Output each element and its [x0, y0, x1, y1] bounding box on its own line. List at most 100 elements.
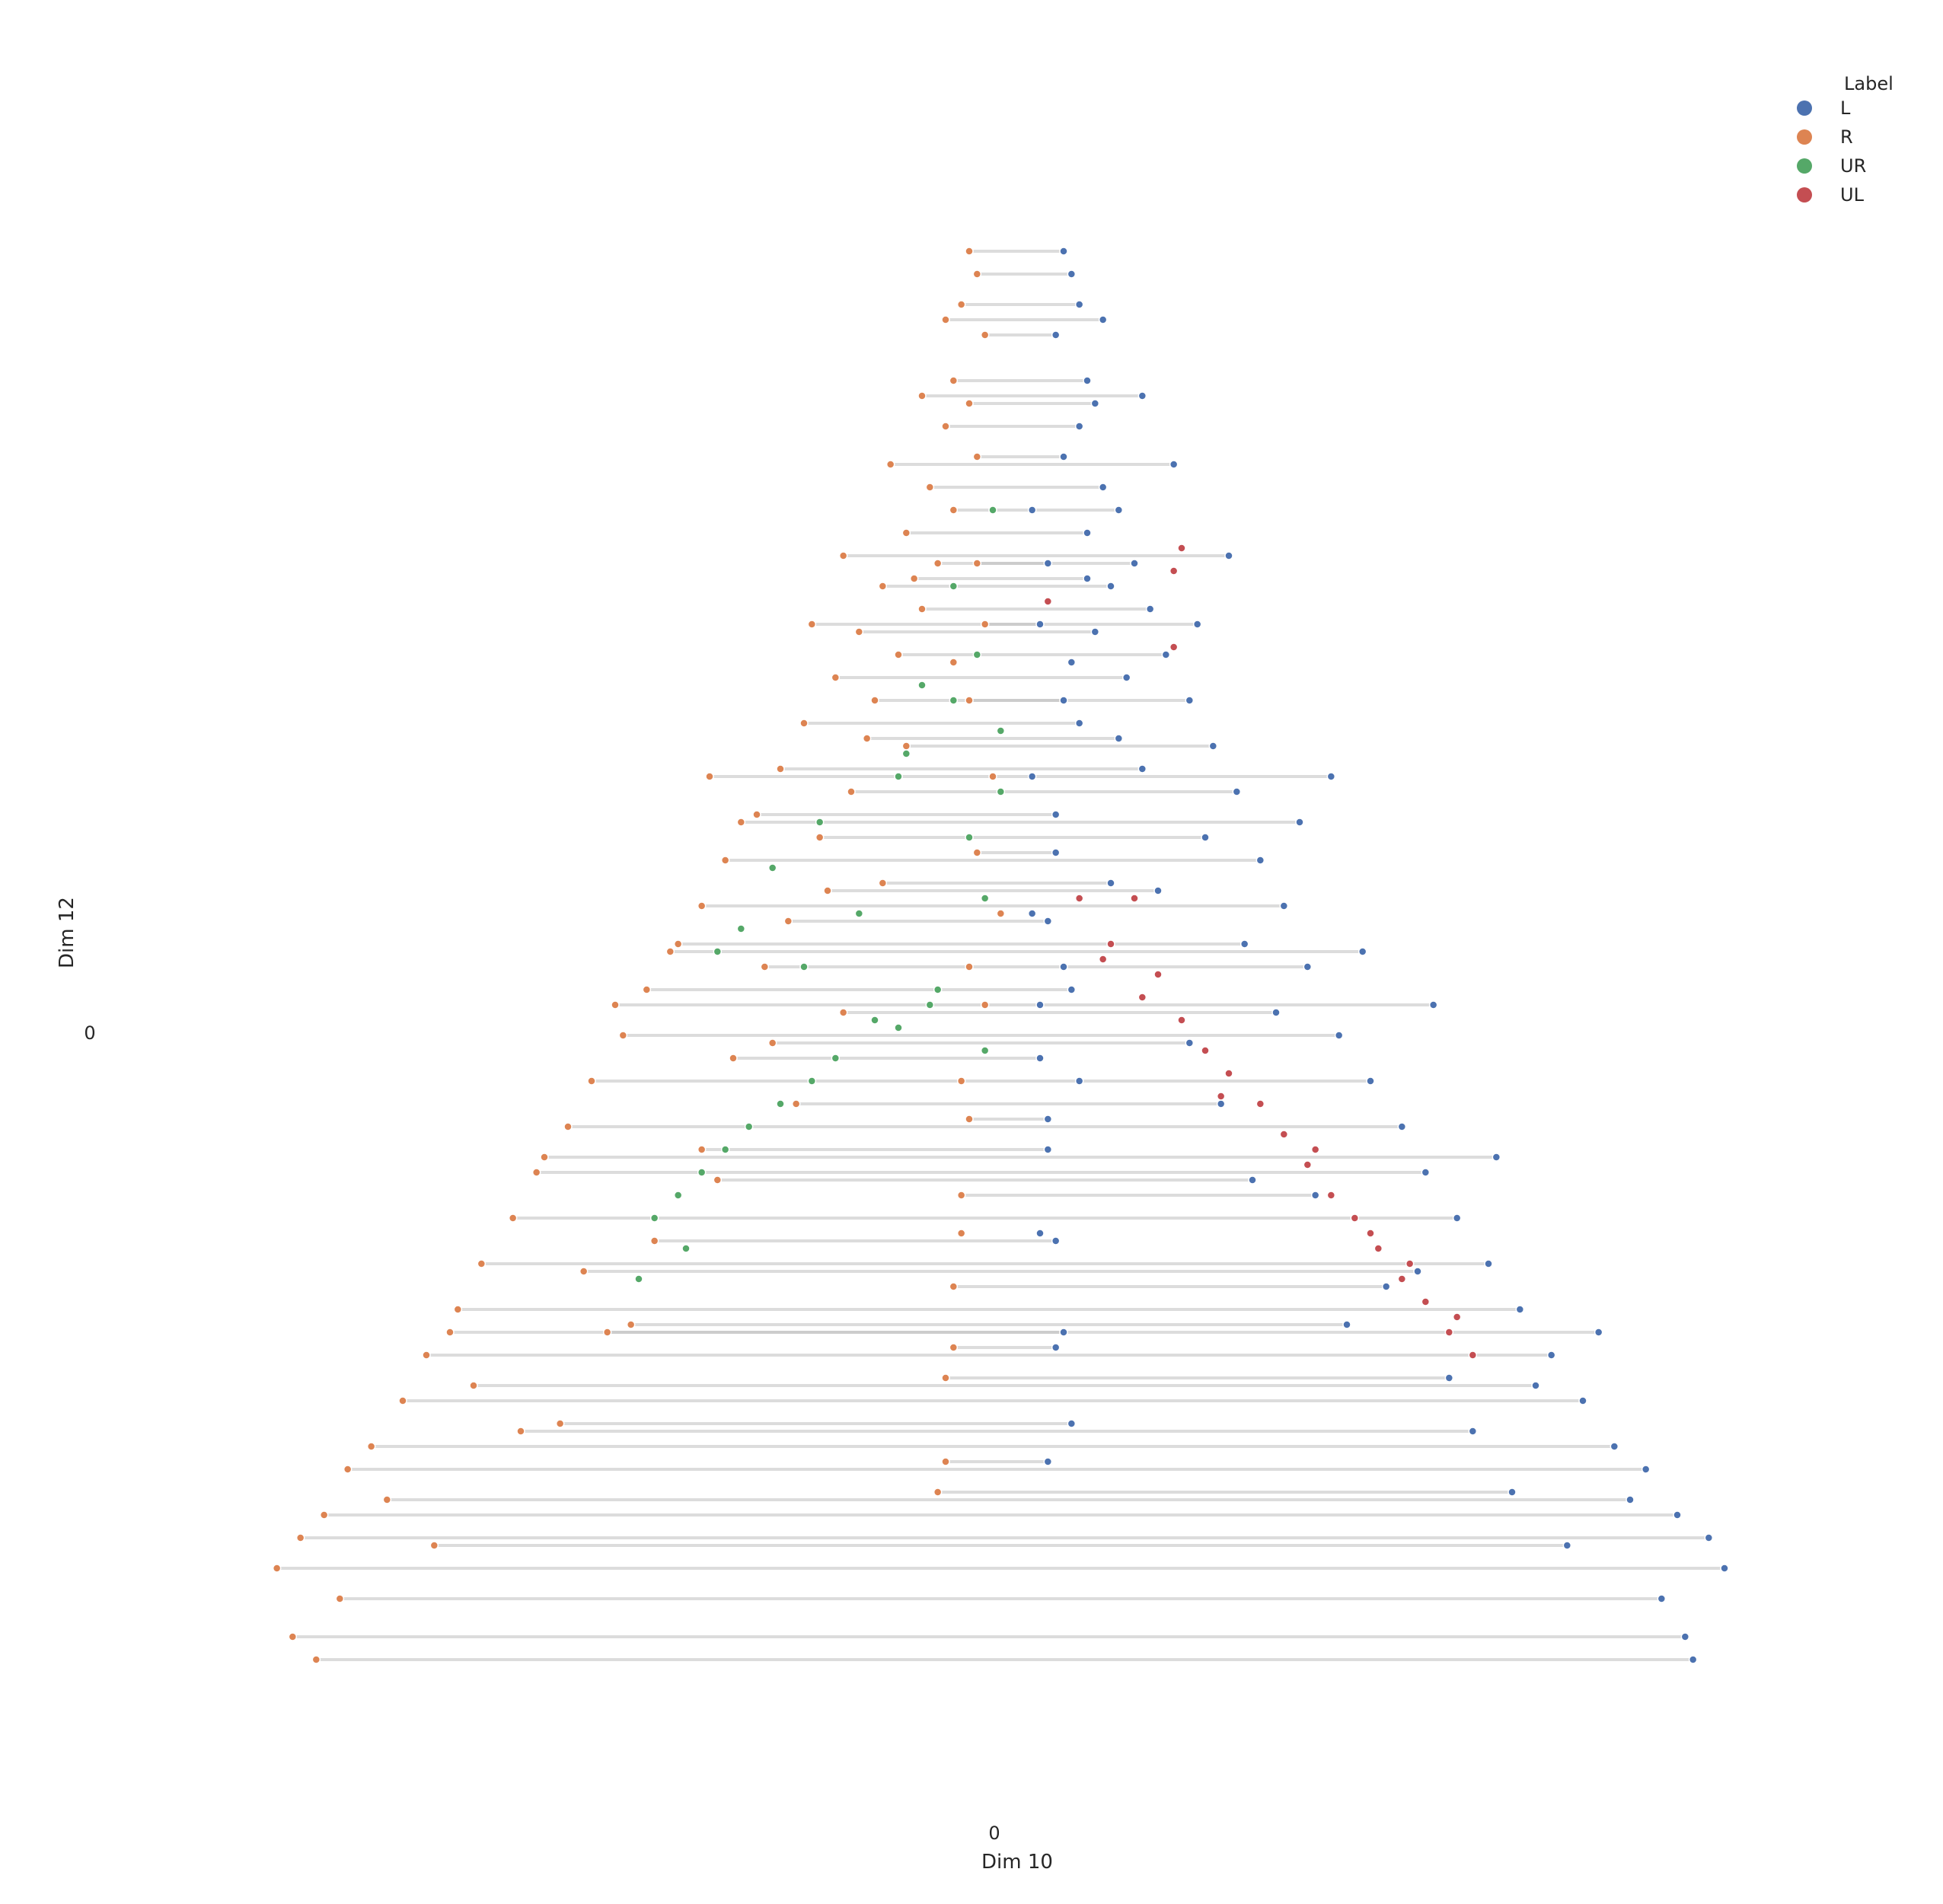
data-point-r	[965, 247, 974, 256]
data-point-l	[1059, 247, 1068, 256]
data-point-r	[854, 627, 864, 636]
data-point-l	[1067, 985, 1077, 994]
data-point-r	[917, 604, 927, 614]
data-point-r	[941, 315, 950, 324]
data-point-r	[956, 1191, 966, 1200]
data-point-r	[776, 764, 785, 773]
data-point-l	[1657, 1594, 1667, 1603]
x-tick-label: 0	[988, 1823, 1000, 1844]
data-point-r	[311, 1655, 321, 1664]
data-point-l	[1224, 551, 1233, 560]
data-point-l	[1121, 673, 1131, 682]
data-point-r	[838, 1008, 848, 1017]
data-point-l	[1051, 330, 1061, 340]
data-point-l	[1114, 506, 1124, 515]
data-point-r	[705, 772, 714, 781]
data-point-l	[1531, 1381, 1540, 1390]
data-point-ur	[996, 726, 1006, 735]
data-point-ul	[1405, 1259, 1415, 1268]
legend-marker-ul	[1797, 187, 1812, 203]
data-point-r	[516, 1427, 525, 1436]
data-point-l	[1051, 848, 1061, 857]
data-point-r	[736, 818, 746, 827]
data-point-l	[1067, 269, 1077, 279]
data-point-r	[949, 1282, 959, 1291]
data-point-l	[1515, 1305, 1525, 1314]
data-point-l	[1027, 909, 1037, 918]
data-point-r	[980, 330, 990, 340]
data-point-l	[1413, 1267, 1422, 1276]
legend-label-l: L	[1840, 97, 1851, 119]
data-point-r	[398, 1396, 407, 1405]
data-point-l	[1688, 1655, 1698, 1664]
data-point-ul	[1201, 1046, 1210, 1055]
data-point-ul	[1043, 597, 1053, 606]
data-point-r	[901, 742, 911, 751]
data-point-l	[1067, 1419, 1077, 1428]
data-point-r	[847, 787, 856, 796]
data-point-l	[1074, 1076, 1084, 1086]
data-point-l	[1310, 1191, 1320, 1200]
data-point-r	[980, 1000, 990, 1009]
data-point-ur	[972, 650, 982, 659]
data-point-l	[1626, 1495, 1635, 1504]
data-point-l	[1295, 818, 1304, 827]
data-point-ul	[1098, 955, 1108, 964]
data-point-r	[972, 848, 982, 857]
data-point-ul	[1350, 1214, 1360, 1223]
data-point-r	[878, 582, 888, 591]
data-point-l	[1043, 1145, 1053, 1154]
data-point-r	[729, 1054, 738, 1063]
data-point-l	[1271, 1008, 1281, 1017]
data-point-ul	[1130, 894, 1139, 903]
data-point-l	[1051, 1236, 1061, 1245]
y-tick-label: 0	[84, 1022, 95, 1044]
data-point-ul	[1397, 1274, 1407, 1284]
data-point-ur	[634, 1274, 643, 1284]
data-point-ur	[870, 1016, 879, 1025]
data-point-ul	[1177, 544, 1186, 553]
legend-marker-r	[1797, 129, 1812, 145]
data-point-r	[894, 650, 903, 659]
legend-title: Label	[1844, 73, 1894, 94]
data-point-l	[1492, 1153, 1501, 1162]
data-point-r	[382, 1495, 392, 1504]
data-point-r	[949, 506, 959, 515]
data-point-l	[1342, 1320, 1351, 1329]
data-point-r	[838, 551, 848, 560]
data-point-r	[295, 1533, 305, 1542]
data-point-l	[1083, 528, 1092, 537]
data-point-l	[1027, 506, 1037, 515]
data-point-l	[1043, 559, 1053, 568]
data-point-ul	[1169, 566, 1179, 576]
data-point-l	[1381, 1282, 1391, 1291]
data-point-ur	[736, 924, 746, 933]
data-point-l	[1720, 1564, 1729, 1573]
data-point-l	[1098, 315, 1108, 324]
data-point-r	[611, 1000, 620, 1009]
data-point-r	[965, 1115, 974, 1124]
data-point-r	[909, 574, 919, 583]
data-point-r	[996, 909, 1006, 918]
data-point-l	[1145, 604, 1155, 614]
data-point-l	[1114, 734, 1124, 743]
data-point-l	[1484, 1259, 1493, 1268]
data-point-r	[980, 620, 990, 629]
data-point-l	[1185, 1038, 1195, 1048]
data-point-l	[1546, 1351, 1556, 1360]
data-point-l	[1059, 1328, 1068, 1337]
data-point-l	[1035, 620, 1045, 629]
data-point-ur	[744, 1122, 754, 1131]
data-point-ur	[776, 1099, 785, 1108]
data-point-r	[815, 833, 825, 842]
data-point-r	[933, 559, 943, 568]
data-point-l	[1610, 1442, 1619, 1451]
data-point-l	[1508, 1488, 1517, 1497]
data-point-r	[972, 269, 982, 279]
data-point-ur	[697, 1168, 707, 1177]
data-point-r	[673, 939, 683, 949]
data-point-r	[579, 1267, 589, 1276]
data-point-l	[1027, 772, 1037, 781]
data-point-r	[956, 1076, 966, 1086]
